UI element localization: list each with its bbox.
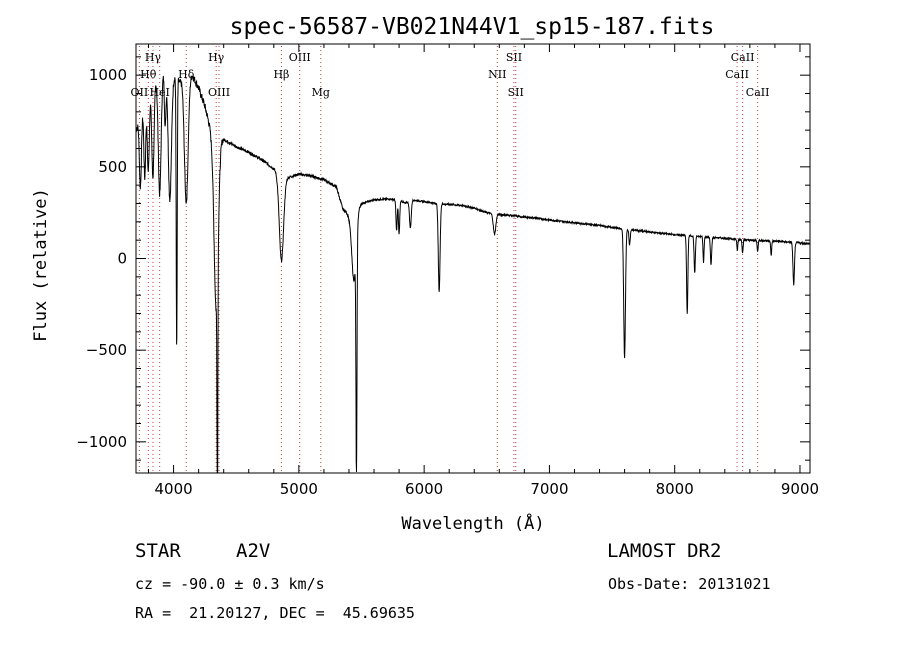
line-marker-label: CaII [731, 51, 755, 64]
y-tick-label: −500 [86, 341, 127, 359]
ra-dec-coordinates: RA = 21.20127, DEC = 45.69635 [135, 604, 415, 622]
line-marker-label: Hγ [145, 51, 162, 64]
line-marker-label: OIII [289, 51, 311, 64]
line-marker-label: Mg [312, 86, 330, 99]
x-axis-label: Wavelength (Å) [401, 512, 544, 534]
line-marker-label: OIII [208, 86, 230, 99]
line-marker-label: Hγ [208, 51, 225, 64]
x-tick-label: 4000 [154, 480, 192, 498]
plot-frame [135, 43, 811, 474]
object-type: STAR [135, 540, 181, 562]
x-tick-label: 8000 [656, 480, 694, 498]
redshift-velocity: cz = -90.0 ± 0.3 km/s [135, 575, 325, 593]
line-marker-label: CaII [725, 68, 749, 81]
axes: 4000 5000 6000 7000 8000 9000 −1000 −500 0 500 100… [76, 44, 819, 498]
y-tick-label: 1000 [89, 66, 127, 84]
y-axis-label: Flux (relative) [31, 188, 51, 342]
line-marker-label: NII [488, 68, 506, 81]
line-marker-label: OII [131, 86, 149, 99]
x-tick-label: 6000 [405, 480, 443, 498]
x-tick-label: 5000 [280, 480, 318, 498]
line-marker-label: SII [508, 86, 524, 99]
x-tick-label: 9000 [781, 480, 819, 498]
y-tick-label: 0 [117, 250, 127, 268]
object-class: A2V [236, 540, 271, 562]
survey-name: LAMOST DR2 [607, 540, 722, 562]
y-tick-label: 500 [98, 158, 127, 176]
line-marker-label: Hθ [140, 68, 157, 81]
line-marker-label: CaII [746, 86, 770, 99]
line-marker-label: Hβ [273, 68, 289, 81]
chart-title: spec-56587-VB021N44V1_sp15-187.fits [230, 14, 715, 40]
spectrum-line [135, 75, 811, 473]
x-tick-label: 7000 [530, 480, 568, 498]
line-marker-label: SII [506, 51, 522, 64]
observation-date: Obs-Date: 20131021 [608, 575, 771, 593]
y-tick-label: −1000 [76, 433, 127, 451]
